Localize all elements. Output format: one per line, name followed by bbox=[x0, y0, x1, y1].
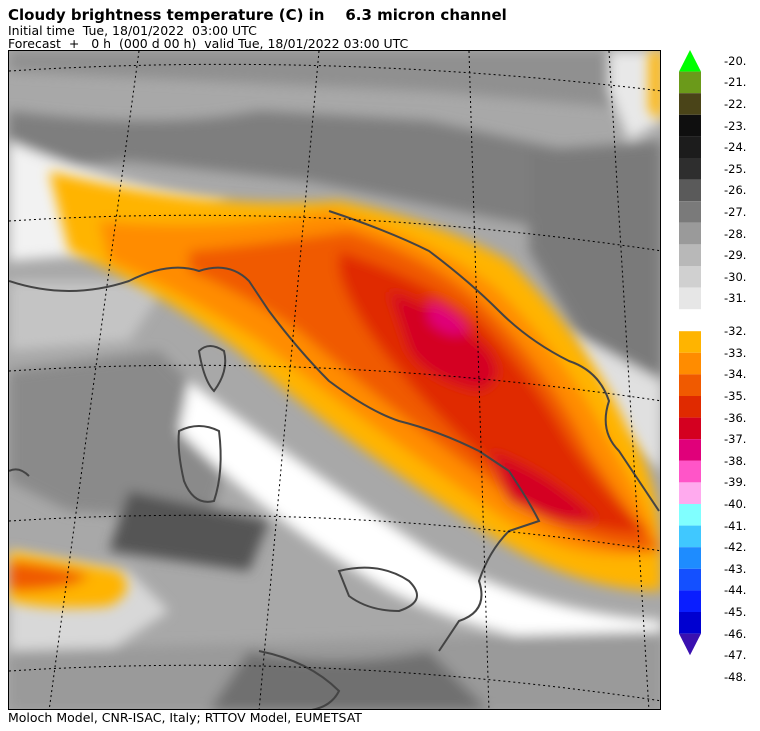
colorbar-swatch bbox=[679, 266, 701, 288]
colorbar-swatch bbox=[679, 612, 701, 634]
colorbar-swatch bbox=[679, 71, 701, 94]
colorbar-tick-label: -38. bbox=[724, 453, 747, 468]
map-canvas bbox=[9, 51, 660, 709]
colorbar-swatch bbox=[679, 50, 701, 72]
colorbar-tick-label: -24. bbox=[724, 140, 747, 155]
colorbar-tick-label: -37. bbox=[724, 432, 747, 447]
colorbar-tick-label: -35. bbox=[724, 389, 747, 403]
footer-credit: Moloch Model, CNR-ISAC, Italy; RTTOV Mod… bbox=[8, 710, 362, 725]
colorbar-swatch bbox=[679, 136, 701, 158]
colorbar-swatch bbox=[679, 331, 701, 353]
colorbar-swatch bbox=[679, 374, 701, 396]
colorbar-swatch bbox=[679, 222, 701, 245]
colorbar-swatch bbox=[679, 590, 701, 612]
colorbar-tick-label: -29. bbox=[724, 248, 747, 263]
colorbar-swatch bbox=[679, 504, 701, 526]
colorbar-tick-label: -20. bbox=[724, 53, 747, 68]
colorbar: -20. -21. -22. -23. -24. -25. -26. -27. -28. -29.… bbox=[679, 50, 760, 715]
colorbar-swatch bbox=[679, 93, 701, 115]
colorbar-tick-label: -41. bbox=[724, 518, 747, 533]
colorbar-tick-label: -43. bbox=[724, 561, 747, 576]
temperature-map bbox=[8, 50, 661, 710]
colorbar-swatch bbox=[679, 460, 701, 483]
colorbar-tick-label: -39. bbox=[724, 475, 747, 490]
colorbar-tick-label: -36. bbox=[724, 410, 747, 425]
colorbar-swatch bbox=[679, 179, 701, 202]
colorbar-swatch bbox=[679, 201, 701, 223]
colorbar-swatch bbox=[679, 287, 701, 310]
colorbar-tick-label: -22. bbox=[724, 97, 747, 111]
colorbar-tick-label: -47. bbox=[724, 648, 747, 663]
colorbar-tick-label: -23. bbox=[724, 118, 747, 133]
colorbar-tick-label: -30. bbox=[724, 269, 747, 284]
colorbar-tick-label: -46. bbox=[724, 626, 747, 641]
colorbar-tick-label: -45. bbox=[724, 605, 747, 619]
colorbar-tick-label: -27. bbox=[724, 205, 747, 219]
colorbar-swatch bbox=[679, 352, 701, 375]
colorbar-swatch bbox=[679, 547, 701, 569]
colorbar-tick-label: -28. bbox=[724, 226, 747, 241]
colorbar-tick-label: -40. bbox=[724, 497, 747, 511]
colorbar-swatch bbox=[679, 396, 701, 418]
colorbar-swatch bbox=[679, 633, 701, 656]
colorbar-tick-label: -44. bbox=[724, 583, 747, 598]
colorbar-swatch bbox=[679, 244, 701, 266]
colorbar-tick-label: -31. bbox=[724, 291, 747, 306]
colorbar-tick-label: -32. bbox=[724, 324, 747, 339]
forecast-label: Forecast + 0 h (000 d 00 h) valid Tue, 1… bbox=[8, 36, 409, 51]
colorbar-swatch bbox=[679, 417, 701, 440]
colorbar-tick-label: -21. bbox=[724, 75, 747, 90]
colorbar-tick-label: -48. bbox=[724, 669, 747, 684]
colorbar-swatch bbox=[679, 568, 701, 591]
map-title: Cloudy brightness temperature (C) in 6.3… bbox=[8, 6, 507, 24]
colorbar-tick-label: -25. bbox=[724, 161, 747, 176]
colorbar-swatch bbox=[679, 158, 701, 180]
colorbar-swatch bbox=[679, 439, 701, 461]
colorbar-tick-label: -33. bbox=[724, 345, 747, 360]
initial-time-label: Initial time Tue, 18/01/2022 03:00 UTC bbox=[8, 23, 257, 38]
colorbar-tick-label: -26. bbox=[724, 183, 747, 198]
colorbar-tick-label: -34. bbox=[724, 367, 747, 382]
colorbar-swatch bbox=[679, 482, 701, 504]
colorbar-tick-label: -42. bbox=[724, 540, 747, 555]
colorbar-swatch bbox=[679, 525, 701, 548]
colorbar-swatch bbox=[679, 114, 701, 137]
colorbar-scale bbox=[679, 50, 701, 656]
